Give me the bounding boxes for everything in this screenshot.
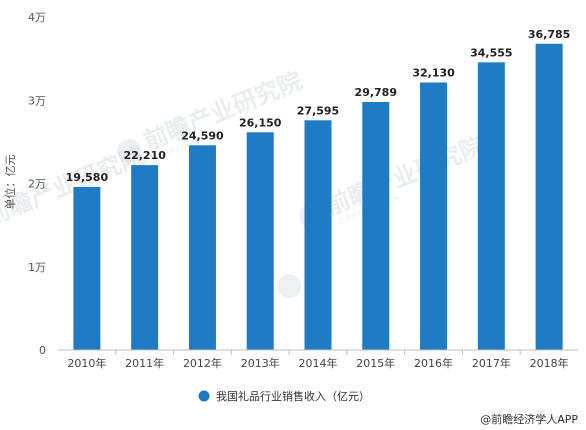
watermark-text: 前瞻产业研究院 (322, 132, 488, 221)
x-tick-label: 2018年 (530, 356, 569, 370)
bar (477, 62, 505, 351)
bar-value-label: 32,130 (412, 67, 455, 80)
y-tick-label: 1万 (28, 261, 46, 274)
bar (246, 132, 274, 350)
bar (188, 145, 216, 350)
value-labels: 19,580 22,210 24,590 26,150 27,595 29,789 32,1… (66, 28, 571, 184)
bar (131, 165, 159, 350)
x-tick-label: 2015年 (356, 356, 395, 370)
source-credit: @前瞻经济学人APP (480, 412, 578, 426)
bar-value-label: 27,595 (297, 104, 339, 117)
x-tick-label: 2012年 (183, 356, 222, 370)
x-tick-label: 2013年 (241, 356, 280, 370)
bar-value-label: 26,150 (239, 116, 282, 129)
y-tick-label: 3万 (28, 94, 46, 107)
x-tick-label: 2010年 (67, 356, 106, 370)
bar (304, 120, 332, 350)
legend-marker (198, 390, 210, 402)
x-tick-label: 2017年 (472, 356, 511, 370)
bar (535, 43, 563, 351)
bar (362, 102, 390, 350)
bars (73, 43, 563, 351)
legend-label: 我国礼品行业销售收入（亿元） (216, 389, 370, 403)
bar-value-label: 29,789 (355, 86, 397, 99)
x-axis-ticks: 2010年 2011年 2012年 2013年 2014年 2015年 2016年 2017年… (67, 350, 569, 370)
y-tick-label: 2万 (28, 178, 46, 191)
bar-value-label: 22,210 (123, 149, 166, 162)
bar-value-label: 36,785 (528, 28, 570, 41)
x-tick-label: 2014年 (299, 356, 338, 370)
y-axis-ticks: 0 1万 2万 3万 4万 (28, 11, 46, 357)
bar-value-label: 24,590 (181, 129, 224, 142)
watermark-logo-icon (277, 274, 302, 299)
x-tick-label: 2016年 (414, 356, 453, 370)
watermark-logo-icon (117, 139, 142, 164)
y-tick-label: 4万 (28, 11, 46, 24)
bar-value-label: 34,555 (470, 46, 512, 59)
y-axis-label: 单位：亿元 (3, 155, 17, 210)
x-tick-label: 2011年 (125, 356, 164, 370)
bar (420, 82, 448, 350)
bar-value-label: 19,580 (66, 171, 109, 184)
y-tick-label: 0 (39, 344, 46, 357)
bar (73, 186, 101, 350)
legend: 我国礼品行业销售收入（亿元） (198, 389, 370, 403)
